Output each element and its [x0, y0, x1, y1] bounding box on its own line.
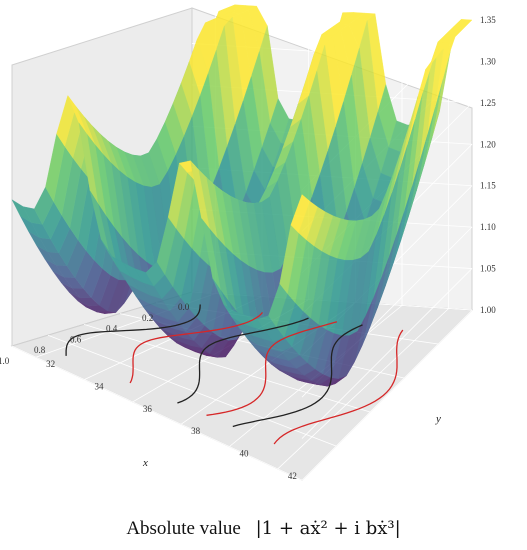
surface-mesh — [11, 4, 473, 387]
z-tick-label: 1.15 — [480, 181, 496, 191]
floor-curve — [273, 329, 404, 445]
y-tick-label: 40 — [240, 449, 250, 459]
z-tick-label: 1.35 — [480, 15, 496, 25]
y-axis-label: y — [435, 413, 441, 425]
floor-grid-line-x — [11, 345, 303, 481]
y-tick-label: 42 — [288, 471, 297, 481]
red-curves — [65, 304, 404, 445]
z-tick-label: 1.00 — [480, 305, 496, 315]
floor-curve — [232, 324, 363, 428]
right-grid-line-z — [301, 268, 473, 439]
z-tick-label: 1.30 — [480, 56, 496, 66]
x-tick-label: 0.0 — [178, 302, 190, 312]
axis-ticks: 0.0 0.2 0.4 0.6 0.8 1.0 32 34 36 38 40 42 1.00 1.05 1.… — [0, 15, 496, 481]
x-tick-label: 0.4 — [106, 324, 118, 334]
floor-grid-line-x — [47, 334, 337, 447]
right-grid-line-z — [301, 309, 473, 481]
caption-text: Absolute value — [126, 518, 241, 539]
surface-plot-3d: 0.0 0.2 0.4 0.6 0.8 1.0 32 34 36 38 40 42 1.00 1.05 1.… — [0, 4, 497, 481]
x-tick-label: 1.0 — [0, 356, 10, 366]
y-tick-label: 34 — [95, 382, 105, 392]
floor-grid-line-y — [277, 308, 449, 470]
floor-curve — [177, 317, 309, 404]
z-tick-label: 1.10 — [480, 222, 496, 232]
y-tick-label: 32 — [46, 359, 55, 369]
y-tick-label: 36 — [143, 404, 153, 414]
surface-cell — [290, 194, 310, 234]
z-tick-label: 1.25 — [480, 98, 496, 108]
floor-curve — [129, 311, 263, 384]
floor-curve — [65, 304, 201, 356]
x-tick-label: 0.8 — [34, 345, 46, 355]
z-tick-label: 1.05 — [480, 264, 496, 274]
y-tick-label: 38 — [191, 426, 201, 436]
caption: Absolute value |1 + aẋ² + i bẋ³| — [0, 518, 527, 540]
caption-formula: |1 + aẋ² + i bẋ³| — [255, 518, 401, 539]
surface-cell — [453, 19, 473, 28]
x-axis-label: x — [142, 457, 148, 469]
x-tick-label: 0.6 — [70, 334, 82, 344]
x-tick-label: 0.2 — [142, 313, 153, 323]
floor-curve — [206, 321, 338, 416]
z-tick-label: 1.20 — [480, 139, 496, 149]
